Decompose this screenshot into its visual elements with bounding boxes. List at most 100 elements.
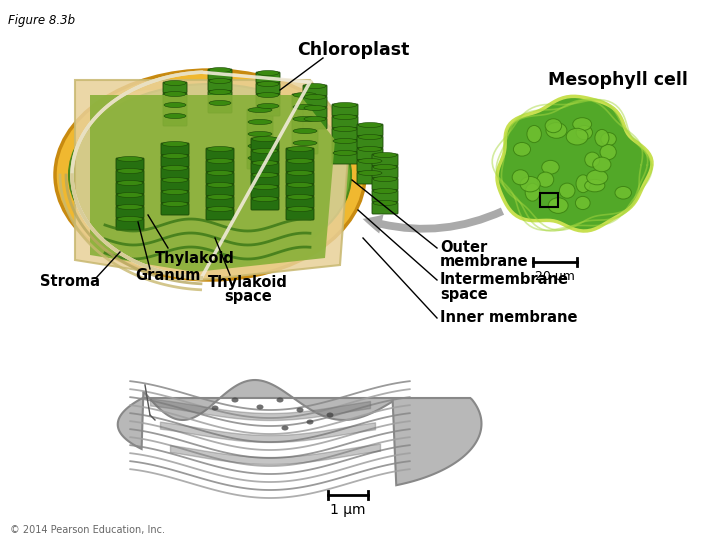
FancyBboxPatch shape [303,85,327,96]
Text: space: space [224,288,272,303]
Text: Stroma: Stroma [40,274,100,289]
Text: space: space [440,287,487,301]
FancyBboxPatch shape [256,72,280,83]
FancyBboxPatch shape [286,184,314,196]
FancyBboxPatch shape [303,118,327,129]
FancyBboxPatch shape [161,203,189,215]
FancyBboxPatch shape [303,96,327,107]
Text: 1 μm: 1 μm [330,503,366,517]
FancyBboxPatch shape [206,208,234,220]
Ellipse shape [209,100,231,105]
FancyBboxPatch shape [286,160,314,172]
Ellipse shape [600,145,616,160]
Ellipse shape [585,152,600,167]
FancyBboxPatch shape [206,172,234,184]
Ellipse shape [520,177,540,192]
Ellipse shape [595,130,609,146]
Ellipse shape [212,406,218,410]
Ellipse shape [164,103,186,107]
FancyBboxPatch shape [116,182,144,194]
Ellipse shape [358,171,382,176]
FancyBboxPatch shape [292,106,318,118]
Ellipse shape [575,197,590,210]
Ellipse shape [293,140,317,145]
FancyBboxPatch shape [116,206,144,218]
FancyBboxPatch shape [372,178,398,190]
FancyBboxPatch shape [292,130,318,142]
Ellipse shape [209,68,231,72]
Ellipse shape [117,205,143,210]
Ellipse shape [257,104,279,109]
Ellipse shape [333,126,357,132]
Ellipse shape [304,94,326,99]
FancyBboxPatch shape [161,143,189,155]
FancyBboxPatch shape [292,142,318,154]
FancyBboxPatch shape [332,116,358,128]
FancyBboxPatch shape [208,91,232,102]
Text: 20 μm: 20 μm [535,270,575,283]
FancyBboxPatch shape [256,105,280,116]
Bar [540,193,558,207]
Ellipse shape [276,397,284,402]
Text: membrane: membrane [440,254,528,269]
Ellipse shape [537,172,554,187]
FancyBboxPatch shape [251,198,279,210]
FancyBboxPatch shape [256,94,280,105]
Ellipse shape [207,194,233,199]
FancyBboxPatch shape [286,148,314,160]
FancyBboxPatch shape [332,152,358,164]
Ellipse shape [164,80,186,85]
Ellipse shape [287,194,313,199]
FancyBboxPatch shape [161,167,189,179]
Ellipse shape [55,70,365,280]
Ellipse shape [373,165,397,170]
Ellipse shape [287,206,313,212]
Ellipse shape [162,165,188,171]
Text: © 2014 Pearson Education, Inc.: © 2014 Pearson Education, Inc. [10,525,165,535]
FancyBboxPatch shape [247,121,273,133]
FancyBboxPatch shape [372,202,398,214]
Ellipse shape [546,123,567,138]
Text: Granum: Granum [135,268,201,284]
Ellipse shape [282,426,289,430]
Ellipse shape [256,404,264,409]
Ellipse shape [252,172,278,178]
Ellipse shape [248,144,272,149]
Ellipse shape [209,78,231,84]
Ellipse shape [232,397,238,402]
FancyBboxPatch shape [161,179,189,191]
Ellipse shape [297,408,304,413]
FancyBboxPatch shape [357,124,383,136]
FancyBboxPatch shape [251,162,279,174]
Ellipse shape [164,91,186,97]
Text: Chloroplast: Chloroplast [297,41,409,59]
Ellipse shape [117,192,143,198]
Text: Inner membrane: Inner membrane [440,310,577,326]
FancyBboxPatch shape [163,115,187,126]
FancyBboxPatch shape [251,150,279,162]
FancyBboxPatch shape [372,154,398,166]
FancyBboxPatch shape [286,208,314,220]
FancyBboxPatch shape [206,148,234,160]
FancyBboxPatch shape [357,148,383,160]
Ellipse shape [257,92,279,98]
Ellipse shape [358,123,382,127]
Ellipse shape [585,179,605,192]
FancyBboxPatch shape [357,136,383,148]
Ellipse shape [287,183,313,187]
Ellipse shape [307,420,313,424]
Ellipse shape [209,90,231,94]
Ellipse shape [293,129,317,133]
FancyBboxPatch shape [206,196,234,208]
FancyBboxPatch shape [163,82,187,93]
FancyBboxPatch shape [116,170,144,182]
Ellipse shape [162,178,188,183]
Ellipse shape [525,183,540,201]
Ellipse shape [615,186,631,199]
FancyBboxPatch shape [292,118,318,130]
Ellipse shape [304,117,326,122]
FancyBboxPatch shape [357,172,383,184]
Text: Mesophyll cell: Mesophyll cell [548,71,688,89]
Ellipse shape [576,175,590,193]
Ellipse shape [207,206,233,212]
